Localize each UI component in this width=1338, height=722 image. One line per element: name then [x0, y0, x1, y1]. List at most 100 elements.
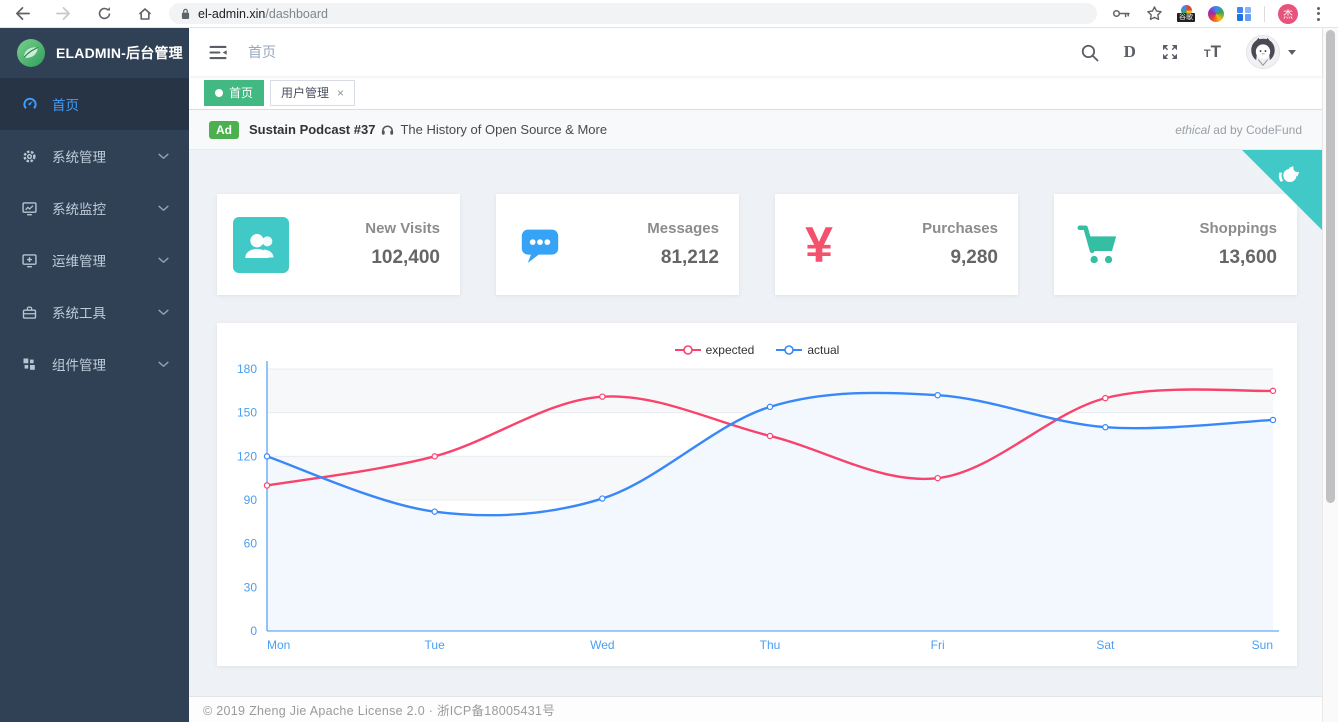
svg-text:Sun: Sun [1252, 638, 1273, 652]
lock-icon [181, 8, 190, 20]
browser-back-icon[interactable] [12, 4, 32, 24]
ops-monitor-icon [22, 252, 39, 269]
docs-icon[interactable]: D [1123, 42, 1136, 61]
chevron-down-icon [158, 153, 169, 160]
sidebar-item-label: 运维管理 [52, 254, 106, 269]
stat-card-text: Messages 81,212 [647, 220, 719, 269]
legend-item-expected[interactable]: expected [674, 343, 754, 357]
stat-card-label: Messages [647, 220, 719, 237]
sidebar-collapse-icon[interactable] [204, 40, 232, 65]
url-host: el-admin.xin [198, 6, 266, 21]
search-icon[interactable] [1080, 43, 1099, 62]
app-logo[interactable]: ELADMIN-后台管理 [0, 28, 189, 78]
browser-home-icon[interactable] [135, 4, 155, 24]
legend-marker [776, 345, 803, 355]
monitor-chart-icon [22, 200, 39, 217]
tag-label: 用户管理 [281, 86, 330, 100]
stat-card-new-visits[interactable]: New Visits 102,400 [217, 194, 460, 295]
footer-text: © 2019 Zheng Jie Apache License 2.0 · 浙I… [203, 704, 556, 718]
people-icon [233, 216, 289, 273]
bookmark-star-icon[interactable] [1144, 4, 1164, 24]
legend-marker [674, 345, 701, 355]
legend-label: actual [807, 343, 840, 357]
sidebar-item-components[interactable]: 组件管理 [0, 338, 189, 390]
chrome-divider [1264, 5, 1265, 22]
ad-attribution-ethical: ethical [1175, 122, 1210, 137]
stat-card-shoppings[interactable]: Shoppings 13,600 [1054, 194, 1297, 295]
stat-card-purchases[interactable]: ¥ Purchases 9,280 [775, 194, 1018, 295]
chevron-down-icon [1288, 49, 1296, 55]
sidebar-item-ops-monitor[interactable]: 运维管理 [0, 234, 189, 286]
extension-grid-icon[interactable] [1237, 6, 1251, 21]
ad-attribution[interactable]: ethical ad by CodeFund [1175, 123, 1302, 137]
chevron-down-icon [158, 309, 169, 316]
legend-item-actual[interactable]: actual [776, 343, 839, 357]
extension-bowl-icon[interactable] [1208, 5, 1224, 22]
chart-legend: expected actual [217, 343, 1297, 357]
page-scrollbar-track[interactable] [1322, 28, 1338, 722]
svg-text:Mon: Mon [267, 638, 290, 652]
svg-text:0: 0 [250, 624, 257, 638]
stat-card-label: Shoppings [1199, 220, 1278, 237]
stat-card-text: New Visits 102,400 [365, 220, 440, 269]
breadcrumb: 首页 [248, 44, 276, 60]
gear-icon [22, 148, 39, 165]
user-menu[interactable] [1246, 35, 1296, 69]
line-chart-card: expected actual 0 30 60 90 120 150 180 Mon Tue Wed… [217, 323, 1297, 666]
sidebar-item-monitor-chart[interactable]: 系统监控 [0, 182, 189, 234]
close-icon[interactable]: × [337, 85, 345, 100]
url-path: /dashboard [265, 6, 328, 21]
shopping-cart-icon [1070, 217, 1126, 273]
svg-text:Wed: Wed [590, 638, 614, 652]
browser-reload-icon[interactable] [94, 4, 114, 24]
ad-text[interactable]: The History of Open Source & More [400, 122, 608, 137]
browser-profile-avatar[interactable]: 杰 [1278, 3, 1298, 24]
password-key-icon[interactable] [1111, 4, 1131, 24]
extension-badge: 谷歌 [1177, 13, 1195, 22]
stat-card-label: New Visits [365, 220, 440, 237]
page-footer: © 2019 Zheng Jie Apache License 2.0 · 浙I… [189, 696, 1322, 722]
chevron-down-icon [158, 361, 169, 368]
dashboard-icon [22, 96, 39, 113]
stat-cards-row: New Visits 102,400 Messages 81,212 ¥ Purchase… [217, 194, 1297, 295]
tag-1[interactable]: 用户管理 × [270, 79, 356, 106]
user-avatar[interactable] [1246, 35, 1280, 69]
sidebar-menu: 首页系统管理系统监控运维管理系统工具组件管理 [0, 78, 189, 390]
svg-text:Thu: Thu [760, 638, 781, 652]
translate-extension-icon[interactable]: 谷歌 [1177, 5, 1195, 22]
address-bar[interactable]: el-admin.xin/dashboard [169, 3, 1097, 24]
message-icon [512, 217, 568, 273]
page-scrollbar-thumb[interactable] [1326, 30, 1335, 503]
sidebar-item-label: 系统管理 [52, 150, 106, 165]
browser-forward-icon[interactable] [53, 4, 73, 24]
sidebar-item-label: 系统工具 [52, 306, 106, 321]
fullscreen-icon[interactable] [1161, 43, 1179, 61]
sidebar-item-label: 系统监控 [52, 202, 106, 217]
components-icon [22, 356, 39, 373]
ad-attribution-rest: ad by CodeFund [1209, 122, 1302, 137]
sidebar-item-gear[interactable]: 系统管理 [0, 130, 189, 182]
stat-card-value: 13,600 [1218, 247, 1277, 268]
ad-title[interactable]: Sustain Podcast #37 [249, 122, 376, 137]
line-chart[interactable]: 0 30 60 90 120 150 180 Mon Tue Wed Thu Fri Sat Sun [217, 323, 1297, 666]
chevron-down-icon [158, 257, 169, 264]
browser-menu-icon[interactable] [1311, 5, 1326, 23]
svg-text:120: 120 [237, 449, 257, 463]
stat-card-label: Purchases [922, 220, 998, 237]
sidebar-item-toolbox[interactable]: 系统工具 [0, 286, 189, 338]
svg-text:30: 30 [244, 580, 258, 594]
stat-card-text: Purchases 9,280 [922, 220, 998, 269]
sidebar-item-dashboard[interactable]: 首页 [0, 78, 189, 130]
font-size-icon[interactable]: TT [1203, 42, 1221, 61]
stat-card-value: 81,212 [660, 247, 719, 268]
stat-card-messages[interactable]: Messages 81,212 [496, 194, 739, 295]
tag-active[interactable]: 首页 [204, 79, 265, 106]
ad-badge[interactable]: Ad [209, 120, 239, 139]
top-navbar: 首页 D TT [189, 28, 1322, 76]
tags-view-bar: 首页 用户管理 × [189, 76, 1322, 110]
stat-card-text: Shoppings 13,600 [1200, 220, 1278, 269]
active-dot [215, 88, 223, 97]
eladmin-leaf-logo-icon [17, 39, 45, 67]
money-yen-icon: ¥ [805, 216, 833, 273]
github-corner-link[interactable] [1242, 150, 1322, 235]
